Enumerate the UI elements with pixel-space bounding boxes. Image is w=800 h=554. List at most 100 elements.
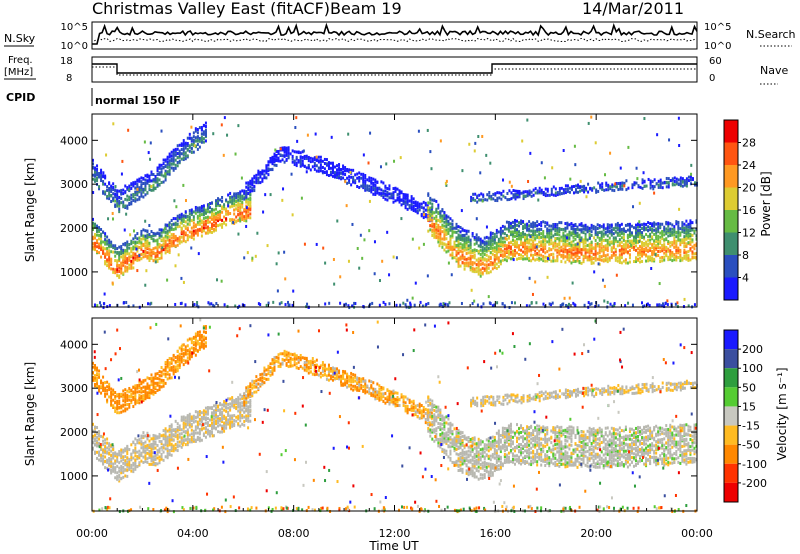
power-cell — [180, 152, 183, 156]
power-cell — [520, 219, 523, 223]
power-cell — [659, 235, 662, 239]
power-cell — [526, 245, 529, 249]
power-cell — [588, 246, 591, 250]
power-cell — [493, 258, 496, 262]
power-cell — [158, 251, 161, 255]
velocity-cell — [152, 433, 155, 437]
power-cell — [406, 200, 409, 204]
velocity-cell — [186, 418, 189, 422]
power-cell — [598, 226, 601, 230]
power-cell — [643, 252, 646, 256]
power-cell — [104, 252, 107, 256]
power-cell — [168, 161, 171, 165]
power-cell — [548, 239, 551, 243]
velocity-cell — [192, 439, 195, 443]
power-noise-cell — [603, 284, 606, 288]
power-ground-cell — [447, 304, 450, 308]
power-noise-cell — [123, 228, 126, 232]
power-cell — [479, 258, 482, 262]
power-cell — [204, 128, 207, 132]
power-cell — [166, 160, 169, 164]
power-cell — [624, 239, 627, 243]
power-cell — [166, 246, 169, 250]
power-cell — [518, 224, 521, 228]
power-cell — [663, 255, 666, 259]
velocity-cell — [190, 424, 193, 428]
velocity-cell — [152, 439, 155, 443]
power-cell — [271, 159, 274, 163]
power-cell — [639, 245, 642, 249]
power-cell — [554, 191, 557, 195]
power-cell — [556, 254, 559, 258]
power-cell — [608, 223, 611, 227]
power-cell — [451, 251, 454, 255]
power-cell — [200, 234, 203, 238]
power-cell — [154, 252, 157, 256]
power-cell — [170, 218, 173, 222]
power-cell — [491, 238, 494, 242]
power-cell — [550, 242, 553, 246]
power-noise-cell — [593, 236, 596, 240]
power-noise-cell — [160, 129, 163, 133]
power-ground-cell — [661, 304, 664, 308]
velocity-cell — [168, 429, 171, 433]
power-cell — [154, 186, 157, 190]
power-cell — [568, 236, 571, 240]
power-cell — [134, 180, 137, 184]
power-cell — [116, 274, 119, 278]
power-cell — [459, 237, 462, 241]
power-cell — [217, 199, 220, 203]
power-ground-cell — [179, 302, 182, 306]
power-ground-cell — [442, 302, 445, 306]
power-cell — [447, 245, 450, 249]
velocity-cell — [176, 440, 179, 444]
power-noise-cell — [166, 278, 169, 282]
velocity-cell — [102, 454, 105, 458]
power-cell — [132, 261, 135, 265]
power-cell — [130, 239, 133, 243]
velocity-cell — [166, 439, 169, 443]
power-cell — [239, 208, 242, 212]
power-cell — [663, 243, 666, 247]
power-cell — [443, 217, 446, 221]
power-cell — [128, 195, 131, 199]
power-cell — [416, 201, 419, 205]
power-cell — [669, 227, 672, 231]
power-cell — [552, 252, 555, 256]
power-noise-cell — [184, 199, 187, 203]
power-ground-cell — [611, 304, 614, 308]
power-cell — [208, 226, 211, 230]
power-cell — [542, 248, 545, 252]
power-cell — [433, 233, 436, 237]
power-cell — [263, 175, 266, 179]
power-cell — [384, 197, 387, 201]
velocity-cell — [178, 424, 181, 428]
power-cell — [380, 180, 383, 184]
velocity-cell — [174, 428, 177, 432]
power-cell — [497, 265, 500, 269]
power-cell — [649, 226, 652, 230]
power-cell — [687, 250, 690, 254]
velocity-cell — [184, 443, 187, 447]
power-cell — [104, 192, 107, 196]
power-cell — [331, 161, 334, 165]
power-cell — [655, 222, 658, 226]
power-cell — [213, 223, 215, 227]
power-cell — [192, 221, 195, 225]
power-cell — [542, 249, 545, 253]
velocity-cell — [152, 451, 155, 455]
power-cell — [685, 224, 688, 228]
power-cell — [687, 222, 690, 226]
power-cell — [524, 240, 527, 244]
power-cell — [570, 254, 573, 258]
power-noise-cell — [256, 231, 259, 235]
velocity-cell — [215, 422, 218, 426]
power-cell — [140, 192, 143, 196]
velocity-cell — [138, 456, 141, 460]
velocity-cell — [98, 458, 101, 462]
velocity-cell — [156, 456, 159, 460]
power-cell — [200, 204, 203, 208]
power-cell — [568, 190, 571, 194]
power-cell — [100, 174, 103, 178]
power-ground-cell — [590, 302, 593, 306]
